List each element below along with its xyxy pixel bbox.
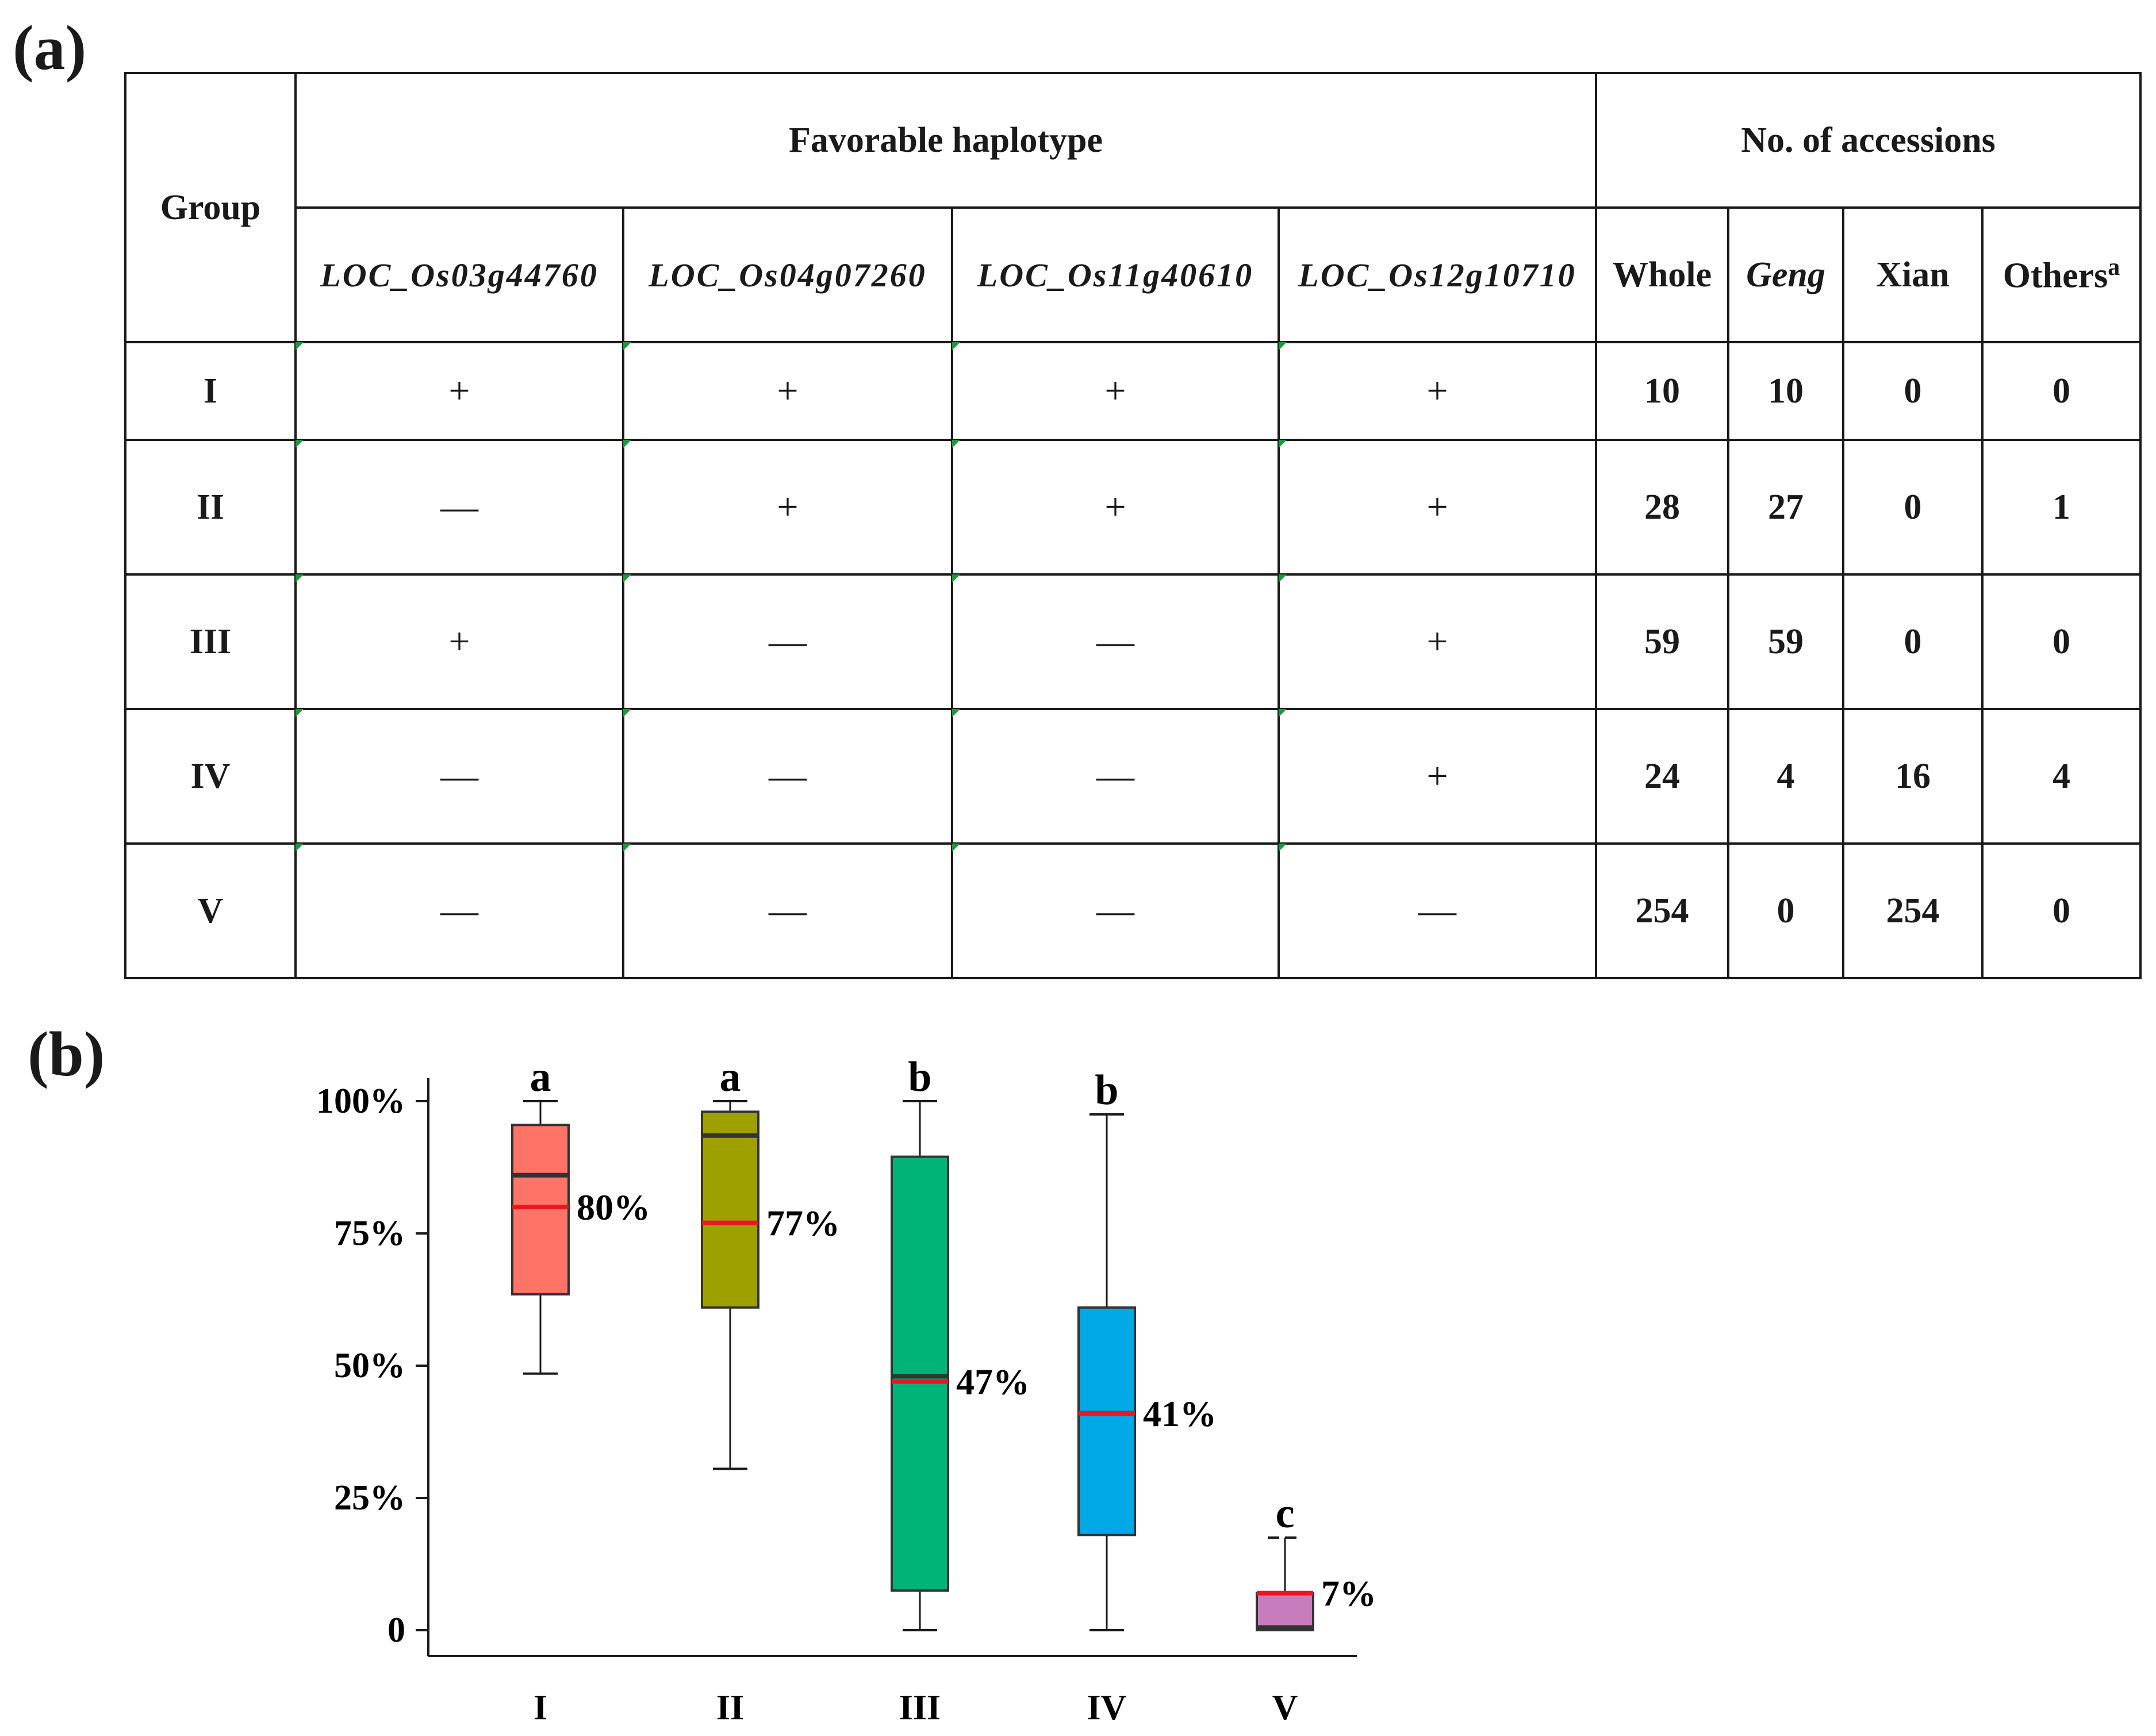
mean-percent-label: 47% xyxy=(956,1362,1030,1402)
chart-axes: 025%50%75%100%I II III IV V xyxy=(316,1078,1357,1727)
table-row: III + — — +59 59 0 0 xyxy=(124,573,2142,710)
gene-header-2: LOC_Os04g07260 xyxy=(622,206,953,343)
accession-count-cell: 10 xyxy=(1595,341,1730,441)
accessions-header: No. of accessions xyxy=(1595,72,2142,209)
y-tick-label: 25% xyxy=(334,1478,405,1517)
haplotype-mark-cell: + xyxy=(1277,341,1598,441)
gene-header-4: LOC_Os12g10710 xyxy=(1277,206,1598,343)
haplotype-mark-cell: — xyxy=(951,573,1280,710)
group-header: Group xyxy=(124,72,297,343)
y-tick-label: 100% xyxy=(316,1082,405,1121)
significance-letter: a xyxy=(720,1053,741,1101)
haplotype-table: Group Favorable haplotype No. of accessi… xyxy=(124,72,2142,979)
table-row: IV — — — +24 4 16 4 xyxy=(124,708,2142,845)
gene-header-1: LOC_Os03g44760 xyxy=(294,206,624,343)
boxplot-chart: 025%50%75%100%I II III IV V 80%a77%a47%b41%b… xyxy=(316,1053,1376,1727)
panel-label-b: (b) xyxy=(28,1019,105,1089)
haplotype-mark-cell: + xyxy=(622,341,953,441)
accession-count-cell: 0 xyxy=(1727,842,1845,979)
box-group-I: 80% a xyxy=(511,1053,650,1375)
accession-count-cell: 0 xyxy=(1981,573,2142,710)
haplotype-mark-cell: + xyxy=(1277,708,1598,845)
box-group-III: 47% b xyxy=(891,1053,1030,1631)
accession-count-cell: 0 xyxy=(1981,842,2142,979)
boxes-layer: 80% a 77% a 47% b 41% b 7% c xyxy=(511,1053,1376,1631)
box-body xyxy=(701,1110,759,1309)
group-cell: V xyxy=(124,842,297,979)
x-tick-label: III xyxy=(899,1688,941,1727)
accession-count-cell: 254 xyxy=(1595,842,1730,979)
count-header-others: Othersa xyxy=(1981,206,2142,343)
gene-header-3: LOC_Os11g40610 xyxy=(951,206,1280,343)
box-group-V: 7% c xyxy=(1256,1490,1376,1631)
accession-count-cell: 0 xyxy=(1842,573,1984,710)
haplotype-mark-cell: + xyxy=(1277,439,1598,576)
group-cell: I xyxy=(124,341,297,441)
favorable-haplotype-header: Favorable haplotype xyxy=(294,72,1598,209)
count-header-xian: Xian xyxy=(1842,206,1984,343)
significance-letter: b xyxy=(1095,1067,1118,1114)
mean-percent-label: 80% xyxy=(577,1187,650,1228)
group-cell: II xyxy=(124,439,297,576)
y-tick-label: 0 xyxy=(388,1611,405,1650)
count-header-whole: Whole xyxy=(1595,206,1730,343)
significance-letter: b xyxy=(908,1053,931,1101)
accession-count-cell: 4 xyxy=(1727,708,1845,845)
box-body xyxy=(1077,1306,1136,1536)
significance-letter: c xyxy=(1276,1490,1295,1537)
accession-count-cell: 10 xyxy=(1727,341,1845,441)
significance-letter: a xyxy=(530,1053,551,1101)
haplotype-mark-cell: + xyxy=(951,341,1280,441)
others-superscript: a xyxy=(2108,254,2120,281)
table-row: V — — — —254 0 254 0 xyxy=(124,842,2142,979)
count-header-geng: Geng xyxy=(1727,206,1845,343)
box-body xyxy=(1256,1592,1314,1631)
haplotype-mark-cell: + xyxy=(951,439,1280,576)
haplotype-mark-cell: — xyxy=(622,708,953,845)
haplotype-mark-cell: + xyxy=(294,341,624,441)
accession-count-cell: 0 xyxy=(1842,341,1984,441)
accession-count-cell: 0 xyxy=(1842,439,1984,576)
accession-count-cell: 59 xyxy=(1727,573,1845,710)
mean-percent-label: 41% xyxy=(1143,1393,1217,1434)
haplotype-mark-cell: — xyxy=(294,842,624,979)
x-tick-label: II xyxy=(716,1688,744,1727)
accession-count-cell: 1 xyxy=(1981,439,2142,576)
haplotype-mark-cell: — xyxy=(622,573,953,710)
haplotype-mark-cell: — xyxy=(622,842,953,979)
accession-count-cell: 0 xyxy=(1981,341,2142,441)
box-body xyxy=(511,1124,570,1296)
accession-count-cell: 254 xyxy=(1842,842,1984,979)
x-tick-label: IV xyxy=(1087,1688,1127,1727)
others-label: Others xyxy=(2002,256,2108,296)
accession-count-cell: 28 xyxy=(1595,439,1730,576)
accession-count-cell: 59 xyxy=(1595,573,1730,710)
box-group-II: 77% a xyxy=(701,1053,840,1470)
haplotype-mark-cell: + xyxy=(622,439,953,576)
box-body xyxy=(891,1155,949,1592)
mean-percent-label: 7% xyxy=(1321,1573,1376,1614)
y-tick-label: 75% xyxy=(334,1214,405,1253)
haplotype-mark-cell: — xyxy=(1277,842,1598,979)
accession-count-cell: 16 xyxy=(1842,708,1984,845)
haplotype-mark-cell: — xyxy=(951,842,1280,979)
y-tick-label: 50% xyxy=(334,1346,405,1385)
panel-label-a: (a) xyxy=(13,13,87,83)
haplotype-mark-cell: + xyxy=(1277,573,1598,710)
accession-count-cell: 4 xyxy=(1981,708,2142,845)
haplotype-mark-cell: + xyxy=(294,573,624,710)
table-row: II — + + +28 27 0 1 xyxy=(124,439,2142,576)
haplotype-mark-cell: — xyxy=(294,708,624,845)
haplotype-mark-cell: — xyxy=(294,439,624,576)
x-tick-label: I xyxy=(534,1688,547,1727)
x-tick-label: V xyxy=(1272,1688,1298,1727)
box-group-IV: 41% b xyxy=(1077,1067,1217,1631)
group-cell: III xyxy=(124,573,297,710)
accession-count-cell: 24 xyxy=(1595,708,1730,845)
haplotype-mark-cell: — xyxy=(951,708,1280,845)
group-cell: IV xyxy=(124,708,297,845)
accession-count-cell: 27 xyxy=(1727,439,1845,576)
table-row: I + + + +10 10 0 0 xyxy=(124,341,2142,441)
mean-percent-label: 77% xyxy=(766,1203,840,1244)
